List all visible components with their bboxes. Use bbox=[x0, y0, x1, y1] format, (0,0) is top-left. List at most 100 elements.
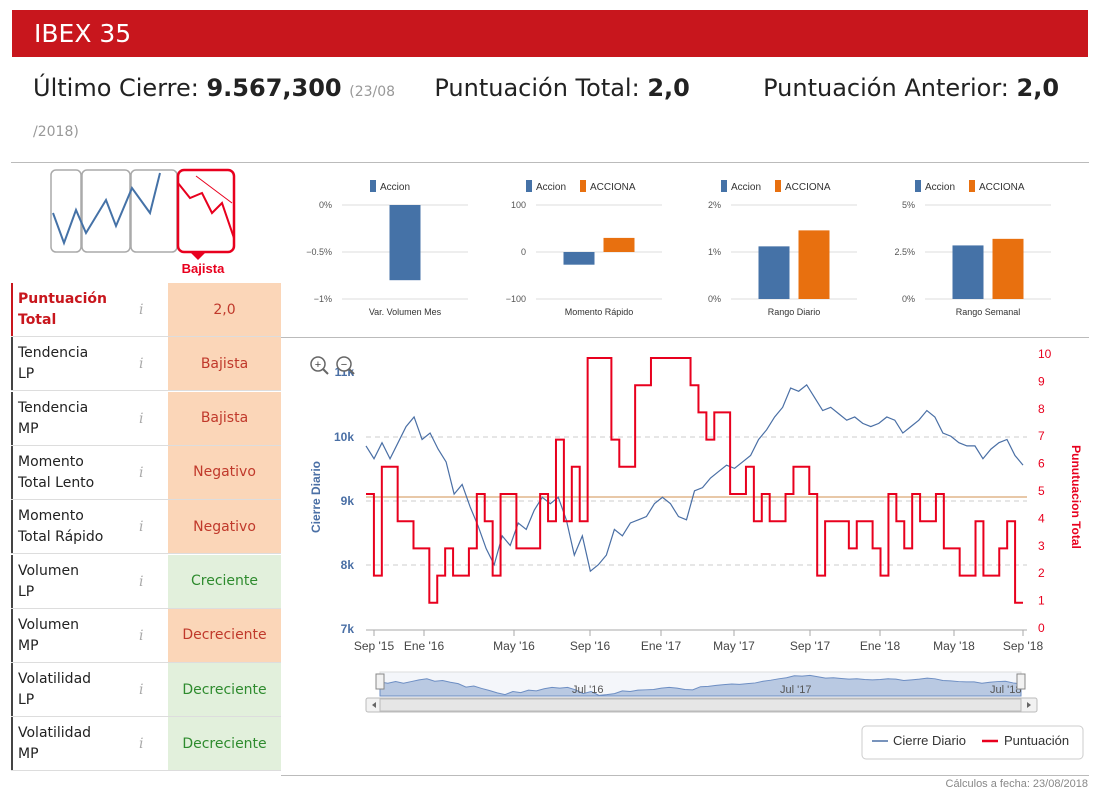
legend-label: ACCIONA bbox=[590, 182, 636, 193]
summary-bar: Último Cierre: 9.567,300 (23/08 Puntuaci… bbox=[33, 74, 1059, 102]
bar-charts: Accion 0% −0.5% −1% Var. Volumen Mes Accion AC… bbox=[306, 180, 1051, 317]
divider bbox=[281, 337, 1089, 338]
page-header: IBEX 35 bbox=[12, 10, 1088, 57]
legend-swatch bbox=[526, 180, 532, 192]
x-tick-label: Sep '18 bbox=[1003, 639, 1044, 653]
trend-selector: Bajista bbox=[50, 168, 236, 276]
y-tick-label: 0% bbox=[708, 294, 721, 304]
navigator-tick-label: Jul '16 bbox=[572, 684, 603, 696]
navigator-tick-label: Jul '18 bbox=[990, 684, 1021, 696]
last-close-label: Último Cierre: bbox=[33, 74, 199, 102]
bar bbox=[952, 245, 984, 299]
total-score-value: 2,0 bbox=[647, 74, 690, 102]
x-tick-label: May '17 bbox=[713, 639, 755, 653]
indicator-value: Decreciente bbox=[168, 717, 281, 771]
legend-swatch bbox=[721, 180, 727, 192]
y-left-tick-label: 9k bbox=[341, 494, 355, 508]
y-left-tick-label: 10k bbox=[334, 430, 354, 444]
bar bbox=[992, 238, 1024, 299]
trend-frame bbox=[50, 169, 82, 253]
divider bbox=[11, 162, 1089, 163]
scrollbar-thumb[interactable] bbox=[379, 698, 1022, 712]
info-icon[interactable]: i bbox=[139, 627, 144, 644]
trend-arrow-icon bbox=[195, 175, 233, 204]
x-category-label: Var. Volumen Mes bbox=[369, 307, 442, 317]
prev-score-label: Puntuación Anterior: bbox=[763, 74, 1009, 102]
indicator-value: 2,0 bbox=[168, 283, 281, 336]
navigator-handle[interactable] bbox=[1016, 673, 1026, 690]
scroll-right-icon[interactable] bbox=[1027, 702, 1031, 708]
navigator-handle[interactable] bbox=[375, 673, 385, 690]
total-score-label: Puntuación Total: bbox=[434, 74, 640, 102]
info-icon[interactable]: i bbox=[139, 573, 144, 590]
trend-pointer-icon bbox=[190, 252, 206, 260]
legend-label: Accion bbox=[925, 182, 955, 193]
info-icon[interactable]: i bbox=[139, 682, 144, 699]
indicator-label: Volumen LP bbox=[11, 554, 139, 608]
y-right-tick-label: 1 bbox=[1038, 594, 1045, 608]
info-icon[interactable]: i bbox=[139, 302, 144, 318]
indicator-label: Volatilidad MP bbox=[11, 717, 139, 771]
zoom-out-icon[interactable]: − bbox=[336, 356, 355, 375]
legend-swatch bbox=[370, 180, 376, 192]
legend-label: Cierre Diario bbox=[893, 733, 966, 748]
y-tick-label: 100 bbox=[511, 200, 526, 210]
indicator-row: Momento Total Rápido i Negativo bbox=[11, 500, 281, 555]
x-category-label: Momento Rápido bbox=[565, 307, 634, 317]
zoom-in-icon bbox=[322, 368, 329, 375]
indicator-row: Volatilidad LP i Decreciente bbox=[11, 663, 281, 718]
y-tick-label: 1% bbox=[708, 247, 721, 257]
bar bbox=[758, 246, 790, 299]
indicator-value: Bajista bbox=[168, 337, 281, 391]
legend-box bbox=[861, 725, 1084, 760]
y-tick-label: −1% bbox=[314, 294, 332, 304]
zoom-in-icon: + bbox=[315, 359, 321, 371]
y-left-tick-label: 7k bbox=[341, 622, 355, 636]
info-icon[interactable]: i bbox=[139, 736, 144, 753]
trend-label: Bajista bbox=[182, 261, 225, 276]
info-icon[interactable]: i bbox=[139, 464, 144, 481]
indicator-label: Momento Total Rápido bbox=[11, 500, 139, 554]
y-left-axis-title: Cierre Diario bbox=[309, 461, 323, 533]
x-tick-label: Sep '15 bbox=[354, 639, 395, 653]
zoom-in-icon[interactable]: + bbox=[310, 356, 329, 375]
indicator-label: Puntuación Total bbox=[11, 283, 139, 336]
x-tick-label: Ene '17 bbox=[641, 639, 682, 653]
indicator-value: Bajista bbox=[168, 391, 281, 445]
legend-swatch bbox=[775, 180, 781, 192]
indicator-value: Negativo bbox=[168, 500, 281, 554]
indicator-row: Tendencia LP i Bajista bbox=[11, 337, 281, 392]
y-right-axis-title: Punutuacion Total bbox=[1069, 445, 1083, 549]
zoom-out-icon bbox=[336, 356, 352, 372]
indicator-row: Puntuación Total i 2,0 bbox=[11, 283, 281, 337]
divider bbox=[281, 775, 1089, 776]
x-tick-label: Sep '16 bbox=[570, 639, 611, 653]
y-tick-label: 2.5% bbox=[894, 247, 915, 257]
score-series-line bbox=[366, 357, 1023, 604]
info-icon[interactable]: i bbox=[139, 519, 144, 536]
close-series-line bbox=[365, 383, 1024, 573]
legend-label: Accion bbox=[536, 182, 566, 193]
legend-label: ACCIONA bbox=[979, 182, 1025, 193]
info-icon[interactable]: i bbox=[139, 356, 144, 373]
x-tick-label: Ene '16 bbox=[404, 639, 445, 653]
y-tick-label: −0.5% bbox=[306, 247, 332, 257]
bar bbox=[603, 237, 635, 252]
y-right-tick-label: 8 bbox=[1038, 402, 1045, 416]
indicator-row: Momento Total Lento i Negativo bbox=[11, 445, 281, 500]
indicator-row: Tendencia MP i Bajista bbox=[11, 391, 281, 446]
legend-label: Puntuación bbox=[1004, 733, 1069, 748]
trend-line-down bbox=[177, 182, 235, 239]
y-right-tick-label: 4 bbox=[1038, 511, 1045, 525]
x-tick-label: May '16 bbox=[493, 639, 535, 653]
bar bbox=[389, 205, 421, 281]
page-title: IBEX 35 bbox=[34, 19, 132, 48]
indicator-row: Volatilidad MP i Decreciente bbox=[11, 717, 281, 772]
y-right-tick-label: 6 bbox=[1038, 457, 1045, 471]
legend-label: Accion bbox=[731, 182, 761, 193]
indicator-label: Volatilidad LP bbox=[11, 663, 139, 717]
info-icon[interactable]: i bbox=[139, 410, 144, 427]
scroll-left-icon[interactable] bbox=[372, 702, 376, 708]
prev-score-value: 2,0 bbox=[1016, 74, 1060, 102]
y-right-tick-label: 7 bbox=[1038, 429, 1045, 443]
